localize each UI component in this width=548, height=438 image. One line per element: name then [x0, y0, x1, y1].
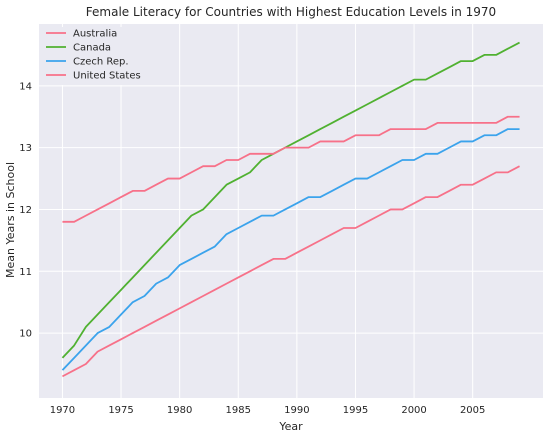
chart-title: Female Literacy for Countries with Highe…: [86, 5, 496, 19]
x-tick-labels: 1970 1975 1980 1985 1990 1995 2000 2005: [50, 405, 486, 416]
y-tick-label: 13: [19, 143, 32, 154]
x-tick-label: 1970: [50, 405, 75, 416]
series-layer: [61, 41, 520, 378]
x-tick-label: 1975: [108, 405, 133, 416]
y-tick-labels: 10 11 12 13 14: [19, 81, 32, 339]
x-tick-label: 2000: [401, 405, 426, 416]
legend-label: Czech Rep.: [73, 57, 129, 68]
x-tick-label: 1985: [226, 405, 251, 416]
legend-label: Canada: [73, 43, 111, 54]
x-tick-label: 1995: [343, 405, 368, 416]
x-tick-label: 1980: [167, 405, 192, 416]
series-line-canada: [61, 41, 520, 359]
plot-background: [39, 24, 543, 398]
legend-label: United States: [73, 71, 141, 82]
legend-label: Australia: [73, 29, 117, 40]
y-tick-label: 11: [19, 267, 32, 278]
x-axis-label: Year: [278, 420, 303, 433]
y-axis-label: Mean Years in School: [4, 162, 17, 278]
series-line-united-states: [62, 115, 520, 223]
series-line-australia: [62, 165, 520, 378]
legend: Australia Canada Czech Rep. United States: [41, 27, 145, 85]
x-tick-label: 2005: [460, 405, 485, 416]
y-tick-label: 10: [19, 329, 32, 340]
grid-lines: [39, 24, 543, 398]
series-line-czech-rep: [61, 128, 520, 371]
y-tick-label: 14: [19, 81, 32, 92]
y-tick-label: 12: [19, 205, 32, 216]
x-tick-label: 1990: [284, 405, 309, 416]
